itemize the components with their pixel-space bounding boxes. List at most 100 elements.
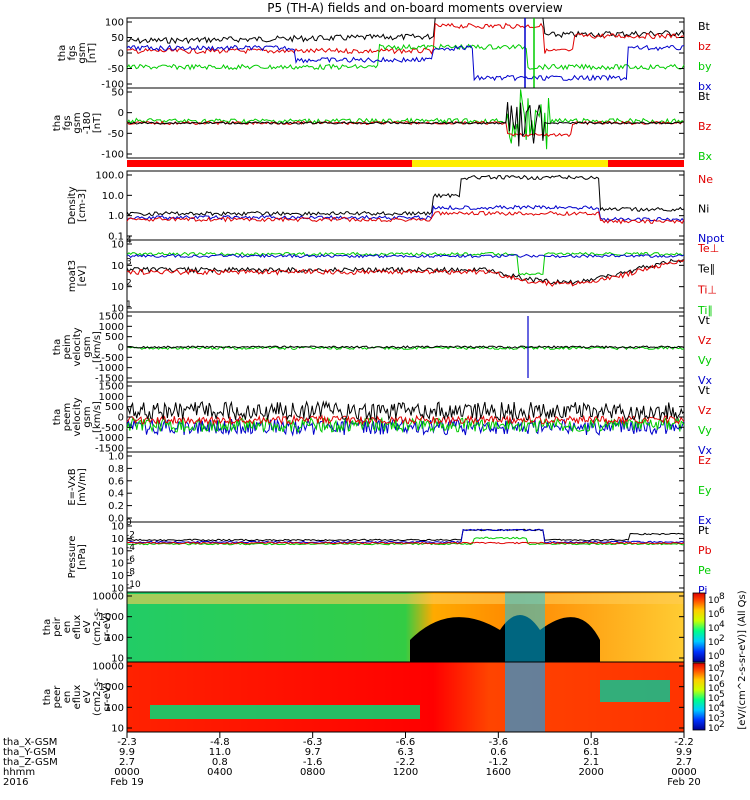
y-axis-label-line: en <box>62 621 73 634</box>
colorbar-bottom-exp: 2 <box>719 720 725 730</box>
colorbar-top-exp: 6 <box>719 606 725 616</box>
y-tick-label: -1000 <box>95 363 124 374</box>
y-tick-label: -1000 <box>95 433 124 444</box>
legend-item-Ni: Ni <box>698 203 709 216</box>
y-tick-label: 1500 <box>99 382 124 393</box>
y-tick-label: 0.0 <box>108 514 124 525</box>
y-tick-label: 10 <box>111 546 124 557</box>
y-axis-label-line: [nPa] <box>77 544 88 570</box>
y-tick-exponent: -8 <box>126 568 135 578</box>
panel-border-p7 <box>126 451 685 523</box>
panel-p7: 1.00.80.6 0.40.2 0.0 E=-VxB [mV/m] Ez Ey Ex <box>67 451 712 527</box>
y-label-p2: tha fgs gsm -180 [nT] <box>52 112 103 135</box>
colorbar-top-tick: 10 <box>708 610 720 620</box>
y-tick-label: 10 <box>111 571 124 582</box>
legend-item-Bx: Bx <box>698 150 713 163</box>
y-tick-label: 1.0 <box>108 211 124 222</box>
colorbar-top-exp: 2 <box>719 634 725 644</box>
y-axis-label-line: velocity <box>72 397 83 436</box>
spectrogram-electron-green-band <box>150 705 420 719</box>
y-tick-label: 50 <box>111 33 124 44</box>
y-tick-exponent: -6 <box>126 555 135 565</box>
y-axis-label-line: gsm <box>77 42 88 63</box>
y-tick-label: 100 <box>105 703 124 714</box>
y-axis-label-line: sr-eV) <box>102 682 113 711</box>
y-tick-label: 50 <box>111 88 124 99</box>
y-axis-label-line: peer <box>52 685 63 709</box>
y-tick-label: 10 <box>111 534 124 545</box>
x-row-value: -6.6 <box>396 737 416 748</box>
spectrogram-ion-top-band <box>127 594 684 604</box>
legend-item-Te⊥: Te⊥ <box>697 242 719 255</box>
series-Vt <box>126 345 685 349</box>
colorbar-top <box>692 592 706 663</box>
legend-item-bz: bz <box>698 40 711 53</box>
legend-item-Vz: Vz <box>698 334 712 347</box>
x-row-label: tha_X-GSM <box>3 737 57 748</box>
series-by <box>126 43 685 71</box>
x-row-value: 1600 <box>486 767 511 778</box>
y-axis-label-line: peem <box>62 403 73 431</box>
colorbar-bottom-tick: 10 <box>708 694 720 704</box>
series-Ni <box>126 174 685 217</box>
spectrogram-ion-cyan-band <box>505 592 545 662</box>
x-row-value: -1.6 <box>303 757 323 768</box>
spectrogram-electron <box>127 662 684 732</box>
legend-item-by: by <box>698 60 712 73</box>
y-axis-label-line: [km/s] <box>92 331 103 363</box>
x-row-value: -6.3 <box>303 737 323 748</box>
legend-item-Ex: Ex <box>698 514 712 527</box>
x-axis-labels: tha_X-GSM -2.3 -4.8 -6.3 -6.6 -3.6 0.8 -2.2 tha_… <box>3 732 701 788</box>
legend-item-Ti∥: Ti∥ <box>697 304 713 317</box>
y-tick-label: 0 <box>118 49 124 60</box>
y-label-p4: moat3 [eV] <box>67 260 88 292</box>
colorbar-bottom-tick: 10 <box>708 674 720 684</box>
y-axis-label-line: tha <box>52 409 63 425</box>
y-axis-label-line: eflux <box>72 615 83 640</box>
legend-item-Vt: Vt <box>698 384 711 397</box>
colorbar-label: [eV/(cm^2-s-sr-eV)] (All Qs) <box>737 590 748 729</box>
y-tick-exponent: 4 <box>126 236 132 246</box>
y-tick-label: 10 <box>111 584 124 595</box>
colorbar-bottom <box>692 662 706 731</box>
y-axis-label-line: E=-VxB <box>67 468 78 505</box>
series-Vt <box>126 400 685 422</box>
series-Ti-perp <box>126 253 685 259</box>
y-tick-label: -100 <box>101 80 124 91</box>
y-tick-exponent: 1 <box>126 300 132 310</box>
x-row-value: 2000 <box>578 767 603 778</box>
legend-p4: Te⊥ Te∥ Ti⊥ Ti∥ <box>697 242 719 317</box>
colorbar-bottom-tick: 10 <box>708 664 720 674</box>
y-tick-exponent: -10 <box>126 580 141 590</box>
colorbar-bottom-tick: 10 <box>708 724 720 734</box>
colorbar-bottom-tick: 10 <box>708 704 720 714</box>
series-Ne <box>126 210 685 225</box>
x-row-value: 6.3 <box>398 747 414 758</box>
x-row-value: 0.6 <box>490 747 506 758</box>
x-row-label: tha_Y-GSM <box>3 747 56 758</box>
y-axis-label-line: eV <box>82 690 93 703</box>
y-axis-label-line: tha <box>57 45 68 61</box>
legend-item-Vx: Vx <box>698 374 713 387</box>
y-tick-label: 10 <box>111 240 124 251</box>
series-Bt <box>126 17 685 45</box>
y-tick-label: 10 <box>111 559 124 570</box>
x-row-value: -1.2 <box>489 757 509 768</box>
y-tick-exponent: -4 <box>126 543 135 553</box>
colorbar-top-tick: 10 <box>708 624 720 634</box>
y-tick-label: 0 <box>118 108 124 119</box>
legend-item-Bz: Bz <box>698 120 712 133</box>
x-row-value: 2.7 <box>119 757 135 768</box>
mode-bar-red-1 <box>127 160 412 167</box>
x-row-value: 6.1 <box>583 747 599 758</box>
x-row-value: 0.8 <box>212 757 228 768</box>
y-tick-label: 0.6 <box>108 476 124 487</box>
legend-item-Npot: Npot <box>698 232 725 245</box>
y-axis-label-line: eflux <box>72 685 83 710</box>
